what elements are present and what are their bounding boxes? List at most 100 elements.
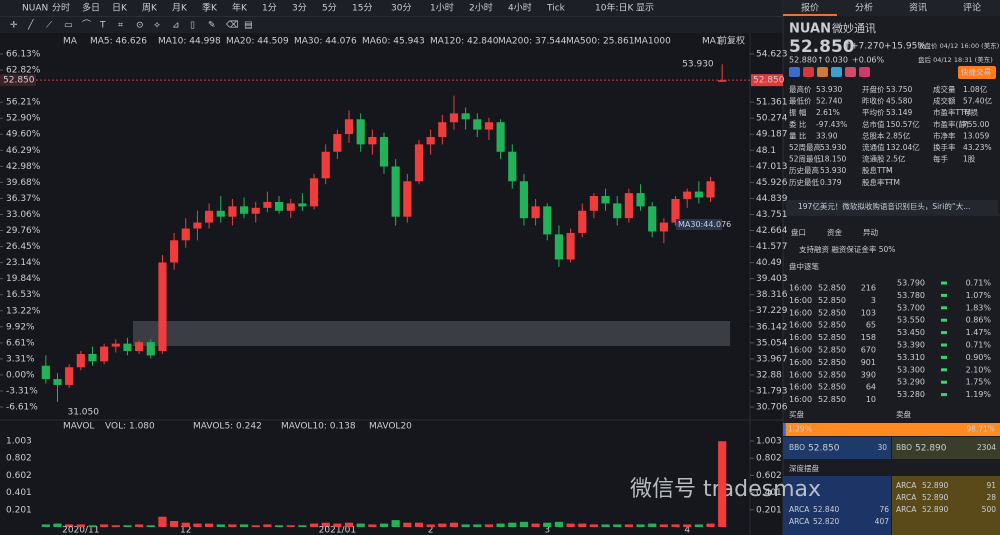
period-tab[interactable]: 2小时	[469, 2, 493, 14]
volume-bar	[426, 524, 435, 527]
candle-body	[403, 181, 412, 217]
y-tick-label: 30.706	[756, 403, 788, 413]
candle-body	[263, 201, 272, 208]
stat-label: 量 比	[789, 130, 807, 140]
trade-time: 16:00	[789, 346, 812, 355]
quote-change-pct: +15.95%	[884, 42, 926, 52]
candle-body	[41, 365, 50, 380]
drawing-tool[interactable]: ✛	[10, 21, 18, 31]
volume-bar	[671, 524, 680, 527]
bbo-price: 52.890	[915, 444, 947, 454]
candle-body	[53, 379, 62, 385]
volume-bar	[216, 524, 225, 527]
drawing-tool[interactable]: ⌒	[82, 20, 91, 31]
period-tab[interactable]: 多日	[82, 2, 100, 14]
drawing-tool[interactable]: ✎	[208, 21, 216, 31]
candle-body	[135, 342, 144, 352]
ma-legend: MA1	[702, 37, 722, 47]
after-change: 0.030	[825, 56, 848, 65]
buy-ratio: 1.29%	[788, 425, 812, 434]
price-tag-bg-left	[0, 74, 36, 87]
drawing-tool[interactable]: ⌗	[118, 21, 123, 31]
period-tab[interactable]: 1分	[262, 3, 277, 14]
drawing-tool[interactable]: ▯	[190, 21, 195, 31]
trade-button-label[interactable]: 快捷交易	[961, 67, 991, 77]
market-icon	[831, 67, 842, 77]
period-tab[interactable]: 分时	[52, 2, 70, 14]
stat-label: 换手率	[933, 142, 956, 152]
trade-price: 52.850	[818, 333, 846, 342]
candle-body	[519, 181, 529, 219]
candle-body	[449, 113, 459, 123]
candle-body	[193, 222, 202, 229]
period-tab[interactable]: 年K	[232, 2, 248, 14]
depth-venue: ARCA	[896, 505, 917, 514]
news-bg[interactable]	[786, 200, 998, 214]
trade-button[interactable]	[958, 66, 996, 79]
period-tab[interactable]: 30分	[391, 3, 411, 14]
level-pct: 0.86%	[966, 316, 992, 325]
display-menu[interactable]: 显示	[636, 3, 654, 14]
period-tab[interactable]: 日K	[112, 3, 128, 14]
news[interactable]: 197亿美元！微软拟收购语音识别巨头，Siri的“大...	[798, 201, 970, 211]
drawing-tool[interactable]: ⊙	[136, 21, 144, 31]
volume-bar	[554, 521, 563, 527]
drawing-tool[interactable]: ⌫	[225, 21, 239, 31]
period-tab[interactable]: 月K	[172, 3, 188, 14]
period-tab[interactable]: 3分	[292, 3, 307, 14]
stat-label: 流通股	[862, 154, 885, 164]
y2-tick-label: 33.06%	[6, 210, 41, 220]
level-flag	[941, 293, 947, 297]
stat-value: 53.930	[816, 85, 842, 94]
period-tab[interactable]: Tick	[546, 4, 566, 14]
period-tab[interactable]: 10年:日K	[595, 2, 634, 14]
stat-value: 13.059	[963, 131, 989, 140]
quote-tabs-bg	[783, 0, 1000, 16]
quote-tab[interactable]: 评论	[963, 2, 981, 14]
candle-body	[473, 119, 482, 130]
period-tab[interactable]: 15分	[352, 3, 372, 14]
candle-body	[648, 206, 657, 232]
period-tab[interactable]: 1小时	[430, 2, 454, 14]
drawing-tool[interactable]: ⊿	[172, 21, 180, 31]
vol-tick-label-left: 0.401	[6, 488, 32, 498]
stat-label: 52周最高	[789, 142, 822, 152]
depth-price: 52.890	[922, 481, 948, 490]
candle-body	[438, 122, 447, 137]
drawing-tool[interactable]: ▤	[244, 21, 253, 31]
depth-bid-bg	[783, 476, 891, 535]
stat-value: 2.5亿	[886, 154, 906, 164]
period-tab[interactable]: 4小时	[508, 2, 532, 14]
drawing-tool[interactable]: T	[99, 21, 106, 31]
volume-bar	[41, 524, 50, 527]
adjust-label[interactable]: 前复权	[718, 35, 745, 47]
candle-body	[239, 206, 249, 214]
y-tick-label: 35.054	[756, 338, 788, 348]
sub-tab[interactable]: 资金	[827, 227, 842, 237]
sub-tab[interactable]: 异动	[863, 227, 878, 237]
stat-label: 委 比	[789, 119, 807, 129]
drawing-tool[interactable]: ⟋	[46, 21, 53, 31]
period-tab[interactable]: 周K	[142, 3, 158, 14]
period-tab[interactable]: 季K	[202, 2, 218, 14]
quote-tab[interactable]: 资讯	[909, 3, 927, 14]
drawing-tool[interactable]: ⟡	[154, 21, 160, 31]
quote-price: 52.850	[789, 37, 855, 57]
candle-body	[356, 119, 365, 145]
volume-bar	[589, 524, 598, 527]
volume-bar	[718, 441, 727, 527]
y-tick-label: 42.664	[756, 226, 788, 236]
trade-volume: 64	[866, 383, 876, 392]
drawing-tool[interactable]: ▭	[64, 21, 73, 31]
stat-label: 历史最低	[789, 177, 819, 187]
ma-legend: MA30: 44.076	[294, 37, 357, 47]
quote-tab[interactable]: 报价	[801, 2, 819, 14]
period-tab[interactable]: 5分	[322, 3, 337, 14]
sub-tab[interactable]: 盘口	[791, 227, 806, 237]
y-tick-label: 39.403	[756, 274, 788, 284]
drawing-tool[interactable]: ╱	[27, 19, 34, 31]
quote-tab[interactable]: 分析	[855, 2, 873, 14]
active-tab-underline	[783, 14, 837, 16]
level-price: 53.450	[897, 328, 925, 337]
trade-time: 16:00	[789, 358, 812, 367]
